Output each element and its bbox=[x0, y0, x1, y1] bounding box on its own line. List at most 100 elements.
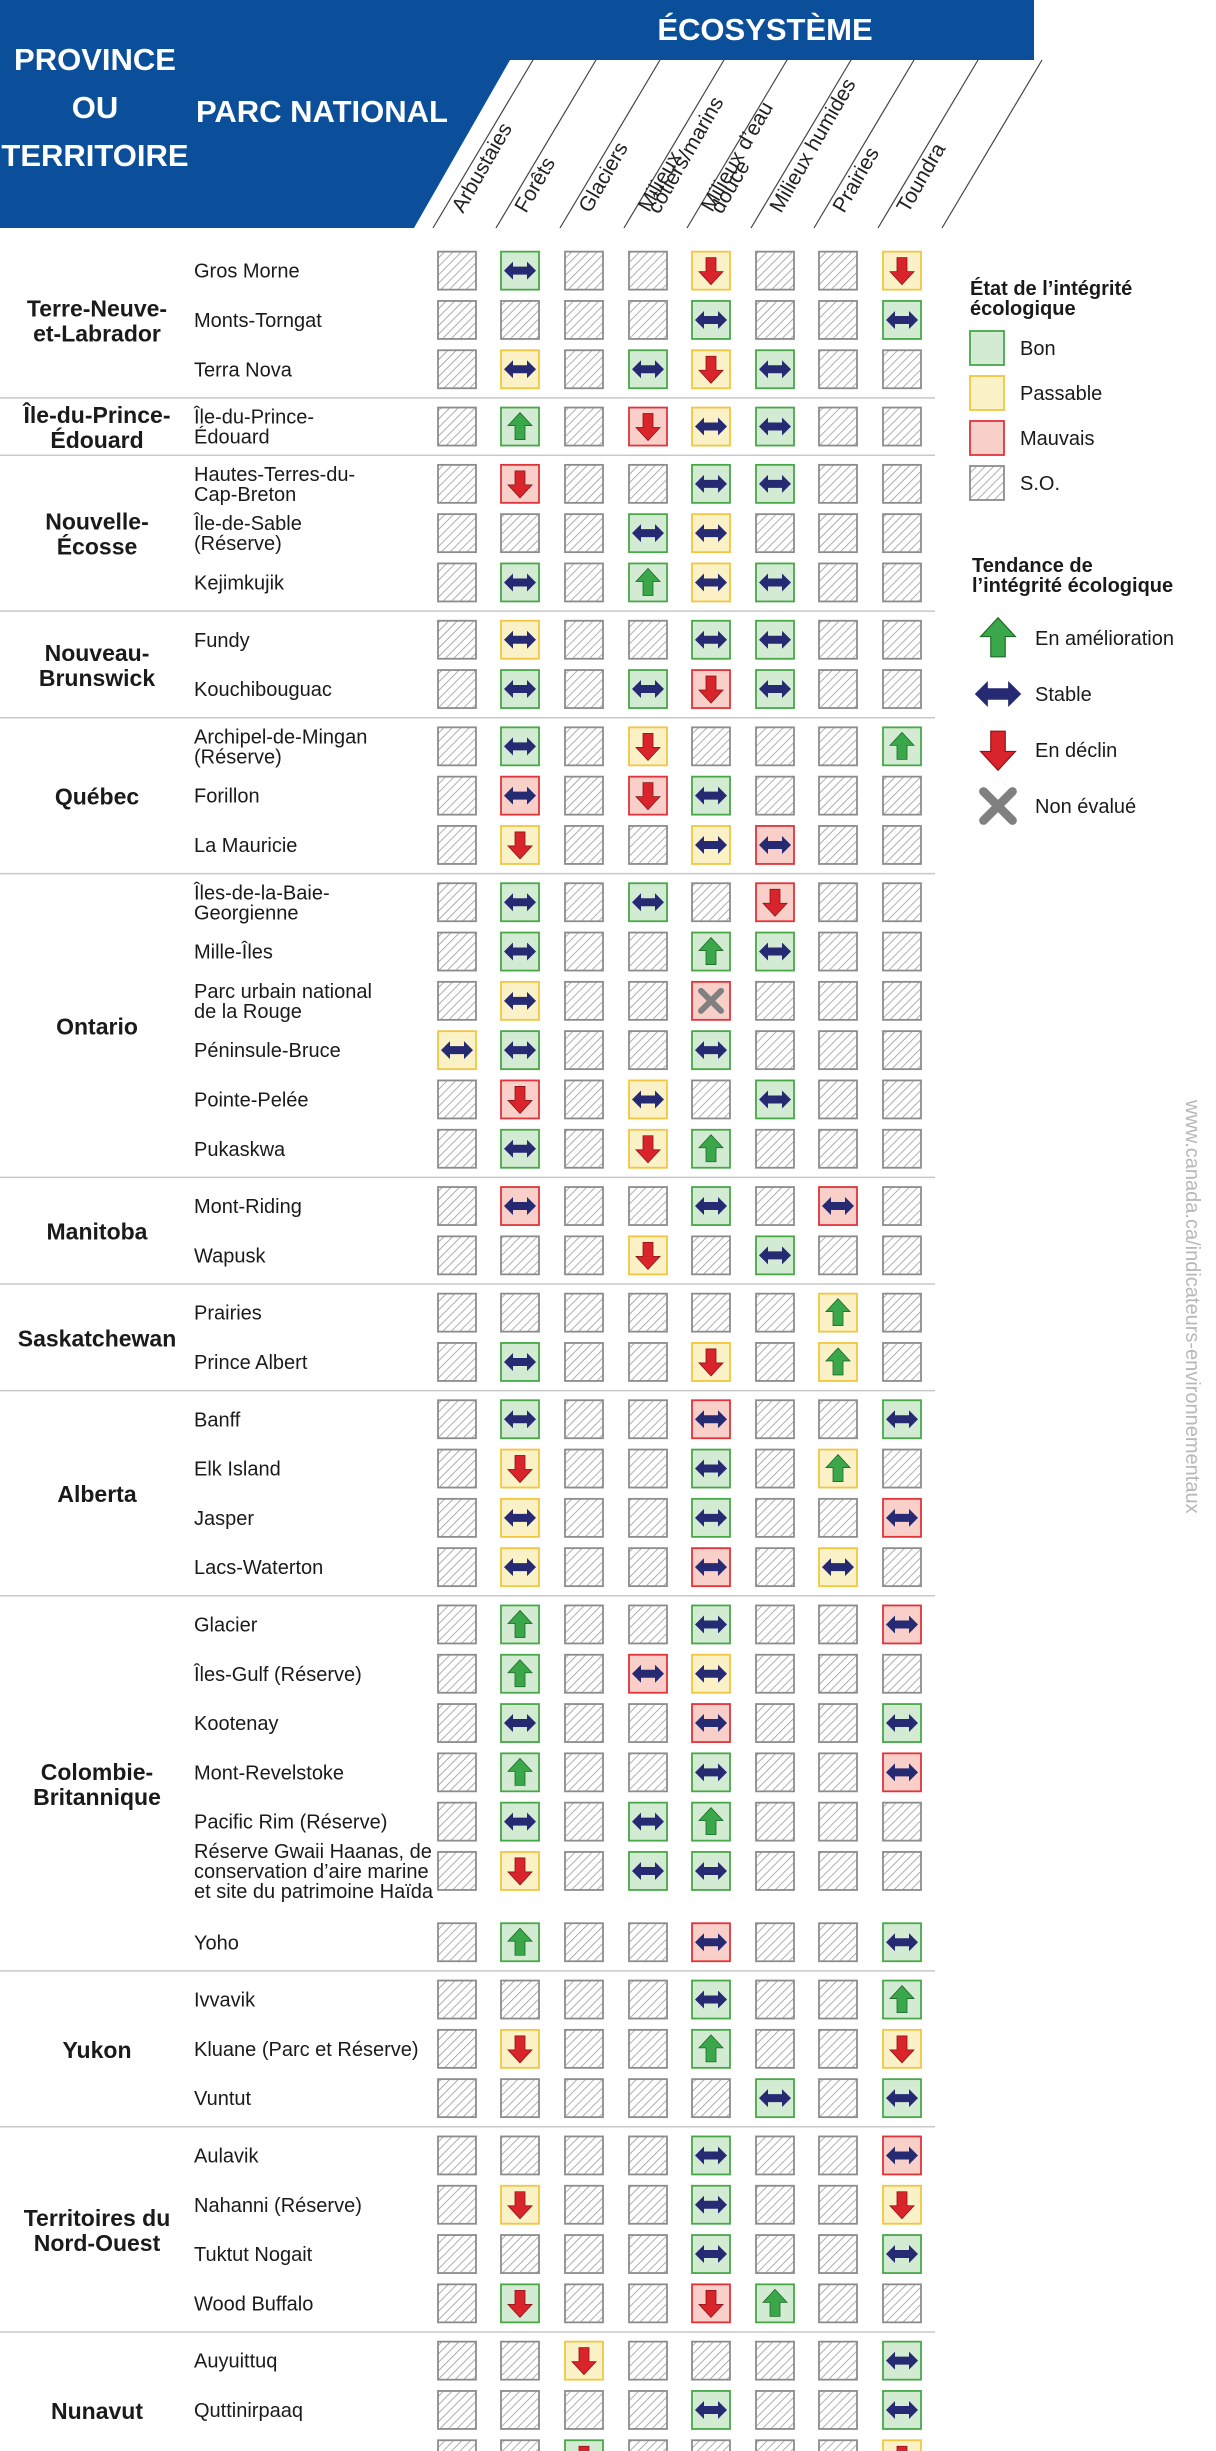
arrow-stable-icon bbox=[695, 1714, 727, 1733]
table-row: Glacier bbox=[194, 1604, 922, 1645]
status-na-cell bbox=[437, 1604, 477, 1645]
arrow-stable-icon bbox=[822, 1558, 854, 1577]
park-name: Prince Albert bbox=[194, 1352, 308, 1374]
table-row: Terra Nova bbox=[194, 349, 922, 390]
arrow-stable-icon bbox=[632, 360, 664, 379]
arrow-down-icon bbox=[889, 257, 915, 286]
status-na-cell bbox=[628, 1030, 668, 1071]
park-name: Jasper bbox=[194, 1508, 254, 1530]
status-na-cell bbox=[564, 1342, 604, 1382]
legend-trend-label: En amélioration bbox=[1035, 628, 1174, 650]
table-row: Prairies bbox=[194, 1292, 922, 1333]
province-name: Alberta bbox=[57, 1481, 136, 1507]
arrow-stable-icon bbox=[886, 310, 918, 329]
park-name: Île-de-Sable bbox=[193, 512, 302, 535]
park-name: Nahanni (Réserve) bbox=[194, 2195, 362, 2217]
status-na-cell bbox=[818, 1922, 858, 1963]
status-na-cell bbox=[818, 1079, 858, 1120]
status-na-cell bbox=[755, 1653, 795, 1694]
status-na-cell bbox=[755, 1604, 795, 1645]
status-na-cell bbox=[564, 1186, 604, 1226]
park-name: Georgienne bbox=[194, 902, 299, 924]
status-na-cell bbox=[437, 1703, 477, 1743]
park-name: Elk Island bbox=[194, 1459, 281, 1481]
status-na-cell bbox=[437, 1979, 477, 2020]
status-na-cell bbox=[628, 619, 668, 660]
province-name: Écosse bbox=[57, 533, 138, 560]
status-na-cell bbox=[628, 2078, 668, 2119]
status-na-cell bbox=[628, 1604, 668, 1645]
status-na-cell bbox=[691, 2078, 731, 2119]
status-na-cell bbox=[564, 406, 604, 447]
arrow-down-icon bbox=[979, 730, 1017, 772]
status-na-cell bbox=[628, 2135, 668, 2176]
arrow-stable-icon bbox=[759, 1246, 791, 1265]
arrow-up-icon bbox=[698, 1134, 724, 1163]
arrow-down-icon bbox=[507, 1857, 533, 1886]
arrow-stable-icon bbox=[504, 1508, 536, 1527]
status-na-cell bbox=[755, 513, 795, 554]
status-na-cell bbox=[818, 562, 858, 603]
legend-trend-item: Stable bbox=[974, 680, 1092, 708]
table-row: Mont-Revelstoke bbox=[194, 1752, 922, 1793]
arrow-stable-icon bbox=[504, 1410, 536, 1429]
arrow-down-icon bbox=[635, 413, 661, 442]
status-na-cell bbox=[564, 2184, 604, 2225]
arrow-stable-icon bbox=[504, 1139, 536, 1158]
status-na-cell bbox=[818, 1801, 858, 1842]
table-row: Pacific Rim (Réserve) bbox=[194, 1801, 922, 1842]
arrow-stable-icon bbox=[504, 360, 536, 379]
legend-trend-title: Tendance de bbox=[972, 555, 1093, 577]
arrow-stable-icon bbox=[695, 1410, 727, 1429]
province-name: Île-du-Prince- bbox=[23, 401, 171, 428]
park-name: (Réserve) bbox=[194, 746, 282, 768]
arrow-stable-icon bbox=[504, 1558, 536, 1577]
status-na-cell bbox=[437, 406, 477, 447]
status-na-cell bbox=[755, 1128, 795, 1169]
status-na-cell bbox=[755, 1547, 795, 1588]
arrow-stable-icon bbox=[504, 942, 536, 961]
park-name: Aulavik bbox=[194, 2145, 259, 2167]
status-na-cell bbox=[437, 1128, 477, 1169]
status-na-cell bbox=[818, 1752, 858, 1793]
arrow-stable-icon bbox=[886, 2146, 918, 2165]
status-na-cell bbox=[564, 1604, 604, 1645]
column-divider bbox=[686, 59, 788, 229]
park-name: conservation d’aire marine bbox=[194, 1861, 429, 1883]
arrow-stable-icon bbox=[695, 1615, 727, 1634]
table-row: Île-de-Sable(Réserve) bbox=[193, 512, 922, 555]
status-na-cell bbox=[818, 1653, 858, 1694]
status-na-cell bbox=[500, 2390, 540, 2430]
status-good-cell bbox=[564, 2439, 604, 2451]
status-na-cell bbox=[882, 1653, 922, 1694]
status-good-cell bbox=[969, 330, 1005, 366]
status-na-cell bbox=[691, 2439, 731, 2451]
province-name: Saskatchewan bbox=[18, 1325, 177, 1351]
table-row: Kootenay bbox=[194, 1703, 922, 1743]
park-name: Lacs-Waterton bbox=[194, 1557, 323, 1579]
status-na-cell bbox=[818, 2390, 858, 2430]
status-na-cell bbox=[755, 1703, 795, 1743]
arrow-down-icon bbox=[635, 732, 661, 761]
column-divider bbox=[432, 59, 534, 229]
park-name: Archipel-de-Mingan bbox=[194, 726, 367, 748]
column-label: Glaciers bbox=[574, 138, 632, 216]
status-na-cell bbox=[437, 2439, 477, 2451]
arrow-down-icon bbox=[578, 2445, 590, 2451]
table-row: Fundy bbox=[194, 619, 922, 660]
status-na-cell bbox=[500, 1979, 540, 2020]
status-na-cell bbox=[755, 1399, 795, 1440]
not-evaluated-icon bbox=[698, 987, 724, 1014]
arrow-stable-icon bbox=[974, 680, 1022, 708]
status-na-cell bbox=[882, 1128, 922, 1169]
column-divider bbox=[623, 59, 725, 229]
park-name: Mont-Riding bbox=[194, 1196, 302, 1218]
park-name: Glacier bbox=[194, 1614, 258, 1636]
header-band bbox=[0, 0, 1034, 228]
status-na-cell bbox=[755, 1292, 795, 1333]
table-row: Archipel-de-Mingan(Réserve) bbox=[194, 726, 922, 768]
legend-state-title: État de l’intégrité bbox=[970, 277, 1132, 300]
status-na-cell bbox=[628, 931, 668, 972]
status-na-cell bbox=[437, 2078, 477, 2119]
arrow-stable-icon bbox=[695, 630, 727, 649]
